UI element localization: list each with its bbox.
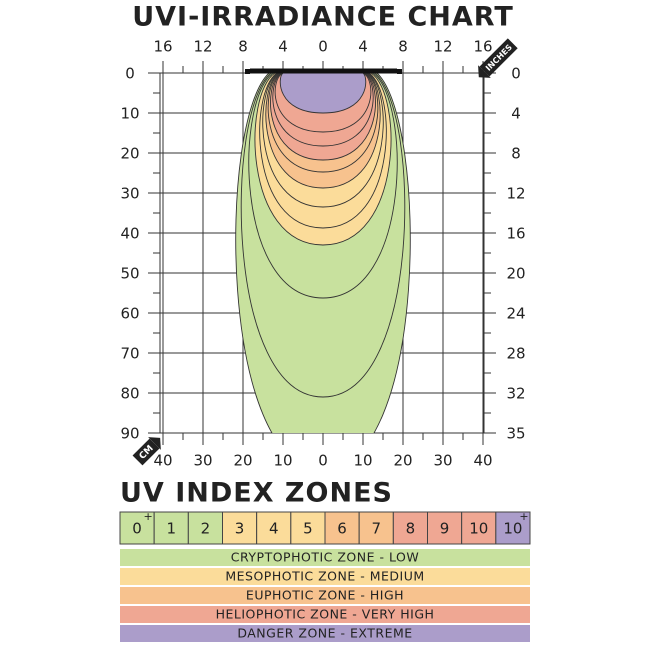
index-label: 10 bbox=[469, 520, 488, 538]
index-label: 4 bbox=[269, 520, 279, 538]
index-box bbox=[153, 511, 189, 545]
contour bbox=[279, 73, 367, 114]
title: UVI-IRRADIANCE CHART bbox=[132, 2, 514, 33]
right-tick-label: 32 bbox=[506, 385, 525, 403]
top-tick-label: 4 bbox=[358, 38, 368, 56]
index-boxes: 0+1 2 3 4 5 6 7 8 9 10 10+ bbox=[119, 510, 531, 545]
bottom-tick-label: 20 bbox=[233, 452, 252, 470]
zone-bar bbox=[120, 549, 530, 566]
index-box bbox=[495, 511, 531, 545]
badge-arrow bbox=[148, 437, 161, 450]
right-tick-label: 28 bbox=[506, 345, 525, 363]
index-label: 5 bbox=[303, 520, 313, 538]
top-tick-label: 12 bbox=[433, 38, 452, 56]
right-tick-label: 8 bbox=[511, 145, 521, 163]
badge-bg bbox=[479, 38, 518, 77]
top-tick-label: 8 bbox=[398, 38, 408, 56]
bottom-tick-label: 30 bbox=[193, 452, 212, 470]
badge-bg bbox=[132, 438, 160, 466]
index-box bbox=[290, 511, 326, 545]
index-label: 3 bbox=[235, 520, 245, 538]
zone-bar bbox=[120, 587, 530, 604]
right-tick-label: 4 bbox=[511, 105, 521, 123]
top-tick-label: 8 bbox=[238, 38, 248, 56]
zone-label: EUPHOTIC ZONE - HIGH bbox=[246, 588, 404, 603]
index-sup: + bbox=[144, 510, 153, 523]
index-label: 0 bbox=[132, 520, 142, 538]
index-label: 2 bbox=[201, 520, 211, 538]
index-box bbox=[222, 511, 258, 545]
left-tick-label: 80 bbox=[120, 385, 139, 403]
zones-heading: UV INDEX ZONES bbox=[120, 478, 393, 509]
right-tick-label: 24 bbox=[506, 305, 525, 323]
index-label: 7 bbox=[371, 520, 381, 538]
index-box bbox=[119, 511, 155, 545]
bottom-tick-label: 30 bbox=[433, 452, 452, 470]
top-tick-label: 12 bbox=[193, 38, 212, 56]
index-sup: + bbox=[519, 510, 528, 523]
bottom-tick-label: 40 bbox=[153, 452, 172, 470]
bottom-tick-label: 0 bbox=[318, 452, 328, 470]
index-label: 8 bbox=[406, 520, 416, 538]
index-box bbox=[256, 511, 292, 545]
left-tick-label: 50 bbox=[120, 265, 139, 283]
left-tick-label: 0 bbox=[125, 65, 135, 83]
zone-bar bbox=[120, 568, 530, 585]
index-box bbox=[427, 511, 463, 545]
irradiance-contours bbox=[235, 73, 411, 433]
top-tick-label: 16 bbox=[473, 38, 492, 56]
zone-label: HELIOPHOTIC ZONE - VERY HIGH bbox=[216, 607, 435, 622]
left-tick-label: 40 bbox=[120, 225, 139, 243]
zone-label: CRYPTOPHOTIC ZONE - LOW bbox=[231, 550, 419, 565]
zone-bar bbox=[120, 625, 530, 642]
right-tick-label: 35 bbox=[506, 425, 525, 443]
lamp-end bbox=[397, 69, 402, 74]
right-tick-label: 12 bbox=[506, 185, 525, 203]
bottom-tick-label: 40 bbox=[473, 452, 492, 470]
left-tick-label: 10 bbox=[120, 105, 139, 123]
index-label: 10 bbox=[503, 520, 522, 538]
index-label: 9 bbox=[440, 520, 450, 538]
left-tick-label: 90 bbox=[120, 425, 139, 443]
index-box bbox=[324, 511, 360, 545]
top-tick-label: 16 bbox=[153, 38, 172, 56]
left-tick-label: 20 bbox=[120, 145, 139, 163]
right-tick-label: 0 bbox=[511, 65, 521, 83]
right-tick-label: 20 bbox=[506, 265, 525, 283]
index-label: 6 bbox=[337, 520, 347, 538]
left-tick-label: 30 bbox=[120, 185, 139, 203]
zone-bar bbox=[120, 606, 530, 623]
left-tick-label: 60 bbox=[120, 305, 139, 323]
index-box bbox=[461, 511, 497, 545]
left-tick-label: 70 bbox=[120, 345, 139, 363]
bottom-tick-label: 10 bbox=[353, 452, 372, 470]
bottom-tick-label: 10 bbox=[273, 452, 292, 470]
lamp-end bbox=[245, 69, 250, 74]
top-tick-label: 0 bbox=[318, 38, 328, 56]
bottom-tick-label: 20 bbox=[393, 452, 412, 470]
right-tick-label: 16 bbox=[506, 225, 525, 243]
top-tick-label: 4 bbox=[278, 38, 288, 56]
index-label: 1 bbox=[166, 520, 176, 538]
zone-label: DANGER ZONE - EXTREME bbox=[237, 626, 412, 641]
zone-label: MESOPHOTIC ZONE - MEDIUM bbox=[225, 569, 424, 584]
zone-bars: CRYPTOPHOTIC ZONE - LOW MESOPHOTIC ZONE -… bbox=[120, 549, 530, 642]
